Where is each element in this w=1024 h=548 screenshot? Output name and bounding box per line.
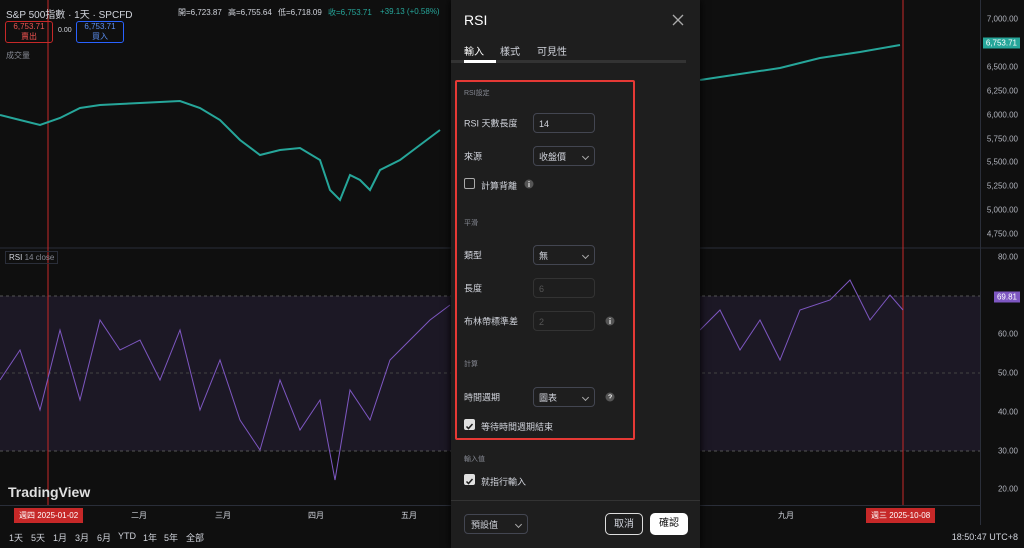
- sell-button[interactable]: 6,753.71 賣出: [5, 21, 53, 43]
- rsi-legend[interactable]: RSI 14 close: [5, 251, 59, 264]
- spread: 0.00: [58, 27, 72, 34]
- month-label: 三月: [215, 511, 231, 520]
- month-late: 九月: [778, 511, 794, 520]
- ohlc-low: 低=6,718.09: [278, 8, 322, 17]
- range-button[interactable]: 1月: [53, 533, 68, 543]
- range-button[interactable]: 1年: [143, 533, 158, 543]
- month-label: 四月: [308, 511, 324, 520]
- rsi-current: 69.81: [993, 291, 1020, 303]
- checkbox-label: 等待時間週期結束: [481, 422, 554, 432]
- buy-label: 買入: [92, 32, 108, 41]
- price-tick-label: 6,000.00: [986, 110, 1018, 120]
- smooth-length-input: 6: [533, 278, 595, 298]
- price-tick-label: 7,000.00: [986, 14, 1018, 24]
- range-button[interactable]: YTD: [118, 531, 136, 541]
- price-tick-label: 6,250.00: [986, 86, 1018, 96]
- ok-button[interactable]: 確認: [650, 513, 688, 535]
- volume-label: 成交量: [6, 51, 30, 60]
- defaults-button[interactable]: 預設值: [464, 514, 528, 534]
- buy-price: 6,753.71: [84, 22, 116, 31]
- dialog: [451, 0, 700, 548]
- divergence-checkbox[interactable]: [464, 178, 475, 189]
- price-tick-label: 4,750.00: [986, 229, 1018, 239]
- range-button[interactable]: 5年: [164, 533, 179, 543]
- rsi-tick-label: 80.00: [997, 252, 1018, 262]
- cancel-button[interactable]: 取消: [605, 513, 643, 535]
- rsi-line-right: [699, 279, 904, 362]
- close-icon[interactable]: [672, 14, 684, 26]
- dialog-title: RSI: [464, 12, 488, 28]
- rsi-tick-label: 30.00: [997, 446, 1018, 455]
- field-label: 時間週期: [464, 392, 501, 403]
- price-tick-label: 6,500.00: [986, 62, 1018, 72]
- tab[interactable]: 輸入: [464, 47, 484, 58]
- watermark: TradingView: [8, 484, 91, 500]
- rsi-tick-label: 40.00: [997, 407, 1018, 417]
- month-label: 二月: [131, 511, 147, 520]
- highlight-box: [455, 80, 635, 440]
- length-input[interactable]: 14: [533, 113, 595, 133]
- field-label: 布林帶標準差: [464, 316, 519, 327]
- sell-price: 6,753.71: [13, 22, 45, 31]
- price-current: 6,753.71: [982, 37, 1020, 49]
- range-button[interactable]: 1天: [9, 533, 24, 543]
- timeframe-select[interactable]: 圖表: [533, 387, 595, 407]
- field-label: RSI 天數長度: [464, 118, 518, 129]
- checkbox-label: 計算背離: [481, 181, 518, 191]
- wait-checkbox[interactable]: [464, 419, 475, 430]
- month-label: 五月: [401, 511, 417, 520]
- rsi-name: RSI: [9, 253, 23, 262]
- section-title: 平滑: [464, 220, 478, 227]
- inline-checkbox[interactable]: [464, 474, 475, 485]
- price-tick-label: 5,500.00: [986, 157, 1018, 167]
- rsi-tick-label: 60.00: [997, 329, 1018, 339]
- footer-divider: [451, 500, 700, 501]
- section-title: 計算: [464, 361, 478, 368]
- ohlc-high: 高=6,755.64: [228, 8, 272, 17]
- rsi-line: [0, 304, 451, 481]
- field-label: 長度: [464, 283, 483, 294]
- bb-input: 2: [533, 311, 595, 331]
- section-title: RSI設定: [464, 90, 490, 97]
- info-icon[interactable]: [605, 316, 615, 326]
- ohlc-open: 開=6,723.87: [178, 8, 222, 17]
- tab-underline: [451, 60, 686, 63]
- checkbox-label: 就指行輸入: [481, 477, 527, 487]
- type-select[interactable]: 無: [533, 245, 595, 265]
- price-tick-label: 5,250.00: [986, 181, 1018, 191]
- section-title: 輸入值: [464, 456, 485, 463]
- time-end: 週三 2025-10-08: [866, 508, 936, 523]
- range-button[interactable]: 全部: [186, 533, 205, 543]
- tab[interactable]: 樣式: [500, 47, 520, 58]
- range-button[interactable]: 5天: [31, 533, 46, 543]
- help-icon[interactable]: [605, 392, 615, 402]
- field-label: 來源: [464, 151, 483, 162]
- price-tick-label: 5,750.00: [986, 134, 1018, 143]
- time-start: 週四 2025-01-02: [14, 508, 84, 523]
- tab[interactable]: 可見性: [537, 47, 567, 58]
- ohlc-close: 收=6,753.71: [328, 8, 372, 17]
- field-label: 類型: [464, 250, 483, 261]
- clock: 18:50:47 UTC+8: [951, 532, 1018, 542]
- price-axis-border: [980, 0, 981, 525]
- buy-button[interactable]: 6,753.71 買入: [76, 21, 124, 43]
- price-line: [0, 99, 441, 202]
- sell-label: 賣出: [21, 32, 37, 41]
- rsi-tick-label: 50.00: [997, 368, 1018, 378]
- rsi-tick-label: 20.00: [997, 484, 1018, 494]
- source-select[interactable]: 收盤價: [533, 146, 595, 166]
- info-icon[interactable]: [524, 179, 534, 189]
- range-button[interactable]: 6月: [97, 533, 112, 543]
- ohlc-change: +39.13 (+0.58%): [380, 7, 440, 16]
- rsi-params: 14 close: [24, 253, 55, 262]
- range-button[interactable]: 3月: [75, 533, 90, 543]
- price-tick-label: 5,000.00: [986, 205, 1018, 215]
- symbol[interactable]: S&P 500指數 · 1天 · SPCFD: [6, 10, 133, 21]
- price-line-right: [699, 44, 901, 81]
